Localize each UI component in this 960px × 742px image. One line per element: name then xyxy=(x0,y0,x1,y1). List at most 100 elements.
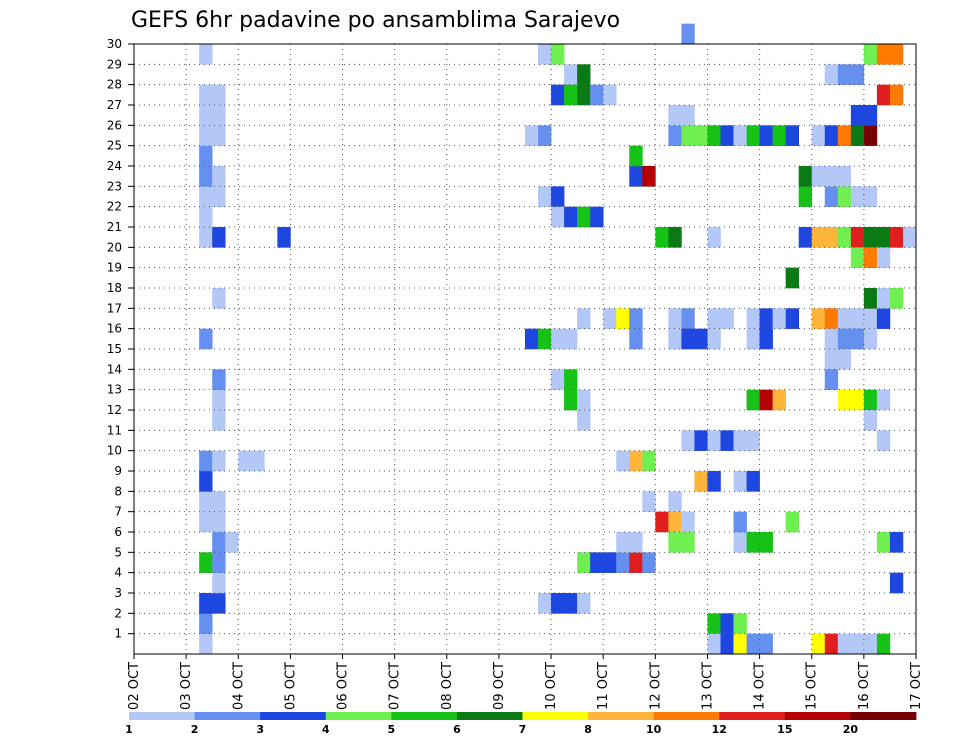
legend-swatch xyxy=(456,712,523,720)
heatmap-cell xyxy=(564,328,578,350)
heatmap-cell xyxy=(876,247,891,268)
y-tick-label: 27 xyxy=(107,98,122,112)
heatmap-cell xyxy=(798,166,813,187)
heatmap-cell xyxy=(538,125,552,146)
heatmap-cell xyxy=(876,84,891,106)
y-tick-label: 23 xyxy=(107,179,122,193)
y-tick-label: 28 xyxy=(107,78,122,92)
heatmap-cell xyxy=(746,328,760,350)
legend-swatch xyxy=(391,712,458,720)
heatmap-cell xyxy=(577,206,591,228)
heatmap-cell xyxy=(564,593,578,614)
heatmap-cell xyxy=(746,633,760,655)
heatmap-cell xyxy=(199,44,213,65)
heatmap-cell xyxy=(850,64,865,85)
legend-label: 8 xyxy=(584,723,592,736)
legend-swatch xyxy=(719,712,786,720)
heatmap-cell xyxy=(707,308,721,329)
heatmap-cell xyxy=(902,227,917,248)
heatmap-cell xyxy=(238,450,252,472)
heatmap-cell xyxy=(863,44,878,65)
heatmap-cell xyxy=(746,125,760,146)
heatmap-cell xyxy=(811,633,826,655)
heatmap-cell xyxy=(772,125,786,146)
heatmap-cell xyxy=(277,227,291,248)
heatmap-cell xyxy=(590,206,604,228)
heatmap-cell xyxy=(759,125,773,146)
legend-swatch xyxy=(784,712,851,720)
heatmap-cell xyxy=(707,227,721,248)
x-tick-label: 06 OCT xyxy=(336,662,351,710)
heatmap-cell xyxy=(759,532,773,553)
heatmap-cell xyxy=(681,328,695,350)
legend-swatch xyxy=(129,712,195,720)
x-tick-label: 07 OCT xyxy=(388,662,403,710)
heatmap-cell xyxy=(525,328,539,350)
plot-frame xyxy=(133,43,917,655)
heatmap-cell xyxy=(551,44,565,65)
heatmap-cell xyxy=(616,450,630,472)
heatmap-cell xyxy=(850,105,865,126)
y-tick-label: 14 xyxy=(107,362,122,376)
legend-label: 3 xyxy=(256,723,264,736)
heatmap-cell xyxy=(199,125,213,146)
chart-title: GEFS 6hr padavine po ansamblima Sarajevo xyxy=(131,8,620,33)
heatmap-cell xyxy=(212,572,226,594)
legend-swatch xyxy=(850,712,917,720)
heatmap-cell xyxy=(837,389,852,411)
heatmap-cell xyxy=(199,511,213,533)
heatmap-cell xyxy=(824,349,839,370)
y-tick-label: 17 xyxy=(107,301,122,315)
heatmap-cell xyxy=(850,389,865,411)
heatmap-cell xyxy=(212,511,226,533)
legend-swatch xyxy=(260,712,327,720)
heatmap-cell xyxy=(850,247,865,268)
heatmap-cell xyxy=(577,389,591,411)
heatmap-cell xyxy=(681,430,695,451)
legend-label: 12 xyxy=(712,723,727,736)
heatmap-cell xyxy=(746,308,760,329)
legend-label: 1 xyxy=(125,723,133,736)
heatmap-cell xyxy=(551,593,565,614)
heatmap-cell xyxy=(824,125,839,146)
heatmap-cell xyxy=(876,308,891,329)
legend-label: 10 xyxy=(646,723,662,736)
heatmap-cell xyxy=(863,308,878,329)
heatmap-cell xyxy=(668,227,682,248)
heatmap-cell xyxy=(837,64,852,85)
x-tick-label: 17 OCT xyxy=(909,662,924,710)
heatmap-cell xyxy=(889,532,904,553)
heatmap-cell xyxy=(681,23,695,45)
heatmap-cell xyxy=(889,84,904,106)
heatmap-cell xyxy=(616,532,630,553)
heatmap-cell xyxy=(212,410,226,431)
heatmap-cell xyxy=(212,105,226,126)
y-tick-marks xyxy=(128,43,134,635)
heatmap-cell xyxy=(681,308,695,329)
y-tick-label: 4 xyxy=(114,566,122,580)
heatmap-cell xyxy=(733,613,747,634)
heatmap-cell xyxy=(798,227,813,248)
x-tick-label: 13 OCT xyxy=(700,662,715,710)
heatmap-cell xyxy=(603,308,617,329)
heatmap-cell xyxy=(850,227,865,248)
heatmap-cell xyxy=(720,308,734,329)
heatmap-cell xyxy=(863,633,878,655)
heatmap-cell xyxy=(876,389,891,411)
heatmap-cell xyxy=(707,125,721,146)
y-tick-label: 11 xyxy=(107,423,122,437)
heatmap-cell xyxy=(837,125,852,146)
heatmap-cell xyxy=(551,369,565,390)
x-tick-label: 04 OCT xyxy=(231,662,246,710)
heatmap-cell xyxy=(212,166,226,187)
heatmap-cell xyxy=(694,471,708,492)
heatmap-cell xyxy=(590,552,604,573)
heatmap-cell xyxy=(212,389,226,411)
heatmap-cell xyxy=(199,105,213,126)
heatmap-cell xyxy=(876,227,891,248)
heatmap-cell xyxy=(824,369,839,390)
heatmap-cell xyxy=(811,125,826,146)
heatmap-cell xyxy=(551,206,565,228)
x-tick-marks xyxy=(133,654,917,659)
